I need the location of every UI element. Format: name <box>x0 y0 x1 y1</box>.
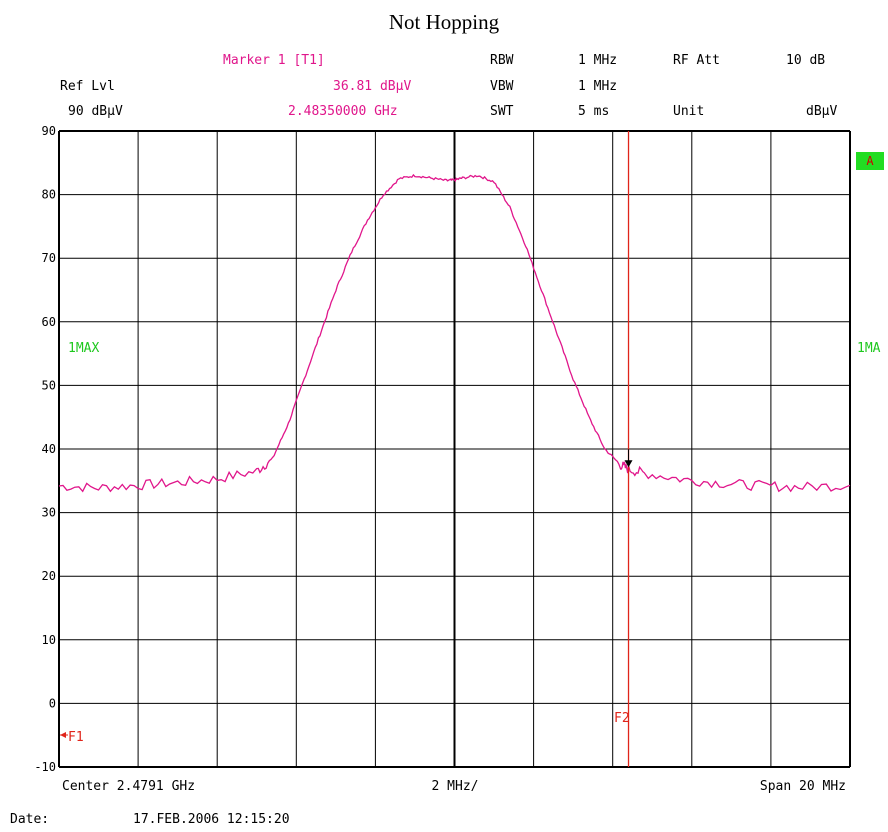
swt-label: SWT <box>490 104 514 119</box>
center-frequency: Center 2.4791 GHz <box>62 779 195 794</box>
marker-level: 36.81 dBµV <box>333 79 412 94</box>
y-tick-label: 40 <box>42 442 56 456</box>
rf-att-value: 10 dB <box>786 53 826 68</box>
marker-label: Marker 1 [T1] <box>223 53 325 68</box>
marker-symbol <box>624 449 633 468</box>
trace-label-right: 1MA <box>857 341 881 356</box>
chart-title: Not Hopping <box>388 10 500 34</box>
marker-triangle <box>624 460 633 468</box>
unit-value: dBµV <box>806 104 838 119</box>
f1-label: F1 <box>68 730 84 745</box>
ref-lvl-value: 90 dBµV <box>68 104 123 119</box>
rbw-label: RBW <box>490 53 514 68</box>
y-tick-label: 10 <box>42 633 56 647</box>
ref-lvl-label: Ref Lvl <box>60 79 115 94</box>
y-tick-label: 30 <box>42 506 56 520</box>
vbw-value: 1 MHz <box>578 79 618 94</box>
trace-a-badge <box>856 152 884 170</box>
rbw-value: 1 MHz <box>578 53 618 68</box>
swt-value: 5 ms <box>578 104 610 119</box>
date-value: 17.FEB.2006 12:15:20 <box>133 812 290 827</box>
grid <box>58 130 851 768</box>
vbw-label: VBW <box>490 79 514 94</box>
unit-label: Unit <box>673 104 705 119</box>
rf-att-label: RF Att <box>673 53 720 68</box>
trace-a-badge-label: A <box>866 154 874 168</box>
y-tick-label: -10 <box>34 760 56 774</box>
marker-freq: 2.48350000 GHz <box>288 104 398 119</box>
y-tick-label: 0 <box>49 696 56 710</box>
date-label: Date: <box>10 812 50 827</box>
division-label: 2 MHz/ <box>432 779 479 794</box>
span-label: Span 20 MHz <box>760 779 846 794</box>
trace-label-left: 1MAX <box>68 341 99 356</box>
y-tick-label: 80 <box>42 188 56 202</box>
y-tick-label: 90 <box>42 124 56 138</box>
y-tick-label: 50 <box>42 378 56 392</box>
y-tick-label: 20 <box>42 569 56 583</box>
y-tick-label: 70 <box>42 251 56 265</box>
f2-label: F2 <box>614 711 630 726</box>
y-tick-labels: 90 80 70 60 50 40 30 20 10 0 -10 <box>34 124 56 774</box>
y-tick-label: 60 <box>42 315 56 329</box>
